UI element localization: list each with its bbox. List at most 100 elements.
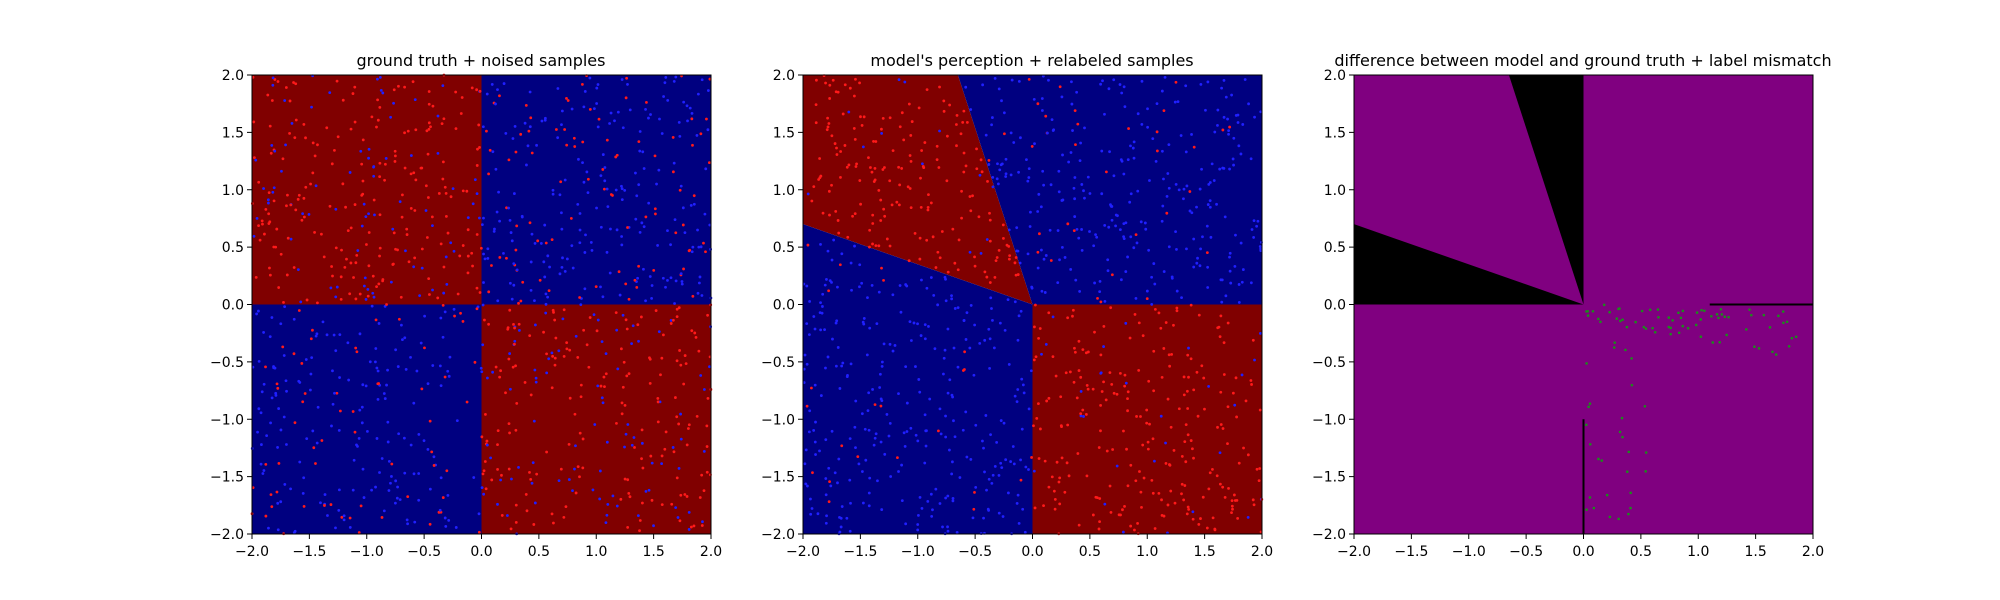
sample-point: [870, 283, 874, 287]
sample-point: [1050, 118, 1054, 122]
sample-point: [528, 470, 531, 474]
sample-point: [1103, 112, 1106, 116]
sample-point: [829, 484, 833, 488]
sample-point: [637, 183, 641, 187]
sample-point: [335, 285, 339, 289]
sample-point: [365, 243, 368, 246]
sample-point: [1135, 415, 1138, 418]
sample-point: [956, 365, 960, 369]
sample-point: [409, 154, 413, 157]
sample-point: [1235, 498, 1239, 502]
sample-point: [815, 78, 818, 82]
sample-point: [994, 259, 998, 263]
sample-point: [697, 349, 701, 353]
sample-point: [955, 113, 959, 117]
sample-point: [810, 386, 813, 390]
sample-point: [315, 332, 319, 336]
sample-point: [1097, 527, 1101, 531]
mismatch-point: [1585, 362, 1588, 365]
sample-point: [283, 483, 287, 486]
sample-point: [594, 285, 598, 289]
sample-point: [521, 280, 525, 284]
mismatch-point: [1629, 506, 1632, 510]
sample-point: [491, 150, 495, 154]
sample-point: [854, 446, 857, 450]
sample-point: [1207, 183, 1211, 186]
sample-point: [853, 244, 856, 248]
sample-point: [955, 123, 958, 126]
sample-point: [930, 515, 934, 518]
sample-point: [1174, 80, 1178, 84]
sample-point: [1091, 387, 1095, 391]
sample-point: [644, 489, 648, 493]
sample-point: [277, 462, 281, 465]
sample-point: [361, 138, 365, 142]
sample-point: [1188, 209, 1192, 213]
mismatch-point: [1695, 311, 1699, 314]
sample-point: [475, 307, 479, 311]
sample-point: [273, 149, 277, 153]
sample-point: [1073, 176, 1077, 179]
sample-point: [1251, 338, 1255, 342]
sample-point: [678, 135, 682, 138]
sample-point: [265, 434, 269, 438]
mismatch-point: [1727, 315, 1730, 319]
sample-point: [1030, 145, 1034, 148]
sample-point: [1187, 346, 1190, 350]
sample-point: [1226, 442, 1229, 446]
sample-point: [544, 302, 548, 306]
sample-point: [444, 214, 448, 218]
sample-point: [819, 301, 822, 304]
sample-point: [917, 513, 920, 517]
sample-point: [1057, 480, 1061, 484]
mismatch-point: [1657, 315, 1660, 319]
sample-point: [492, 229, 496, 233]
sample-point: [601, 168, 605, 171]
sample-point: [705, 470, 709, 474]
sample-point: [397, 317, 401, 321]
sample-point: [405, 518, 409, 522]
sample-point: [581, 140, 585, 144]
sample-point: [1224, 95, 1228, 99]
sample-point: [1226, 405, 1230, 409]
y-tick-label: 1.5: [222, 125, 244, 141]
x-tick-label: 0.0: [1021, 544, 1043, 560]
sample-point: [845, 165, 849, 169]
sample-point: [606, 502, 610, 506]
sample-point: [425, 129, 429, 133]
sample-point: [1016, 338, 1020, 342]
sample-point: [687, 528, 691, 531]
sample-point: [544, 311, 548, 315]
sample-point: [496, 299, 500, 303]
sample-point: [264, 462, 268, 466]
sample-point: [1013, 300, 1017, 304]
sample-point: [860, 470, 864, 473]
sample-point: [367, 264, 371, 268]
sample-point: [596, 384, 600, 388]
x-tick-label: −1.5: [292, 544, 326, 560]
sample-point: [289, 237, 293, 241]
sample-point: [599, 225, 603, 229]
sample-point: [260, 219, 264, 223]
sample-point: [578, 475, 581, 479]
sample-point: [409, 172, 413, 176]
sample-point: [267, 222, 271, 225]
sample-point: [1152, 389, 1156, 393]
sample-point: [948, 103, 952, 107]
sample-point: [336, 135, 340, 139]
sample-point: [926, 208, 930, 212]
sample-point: [671, 318, 675, 322]
sample-point: [544, 292, 548, 296]
sample-point: [687, 510, 691, 514]
sample-point: [638, 519, 642, 522]
sample-point: [675, 476, 679, 480]
y-tick-label: 1.0: [773, 183, 795, 199]
sample-point: [325, 126, 329, 130]
sample-point: [1105, 449, 1109, 453]
sample-point: [348, 292, 352, 296]
sample-point: [1057, 169, 1061, 173]
sample-point: [963, 368, 966, 371]
sample-point: [620, 78, 624, 81]
sample-point: [706, 313, 709, 317]
sample-point: [707, 161, 711, 165]
